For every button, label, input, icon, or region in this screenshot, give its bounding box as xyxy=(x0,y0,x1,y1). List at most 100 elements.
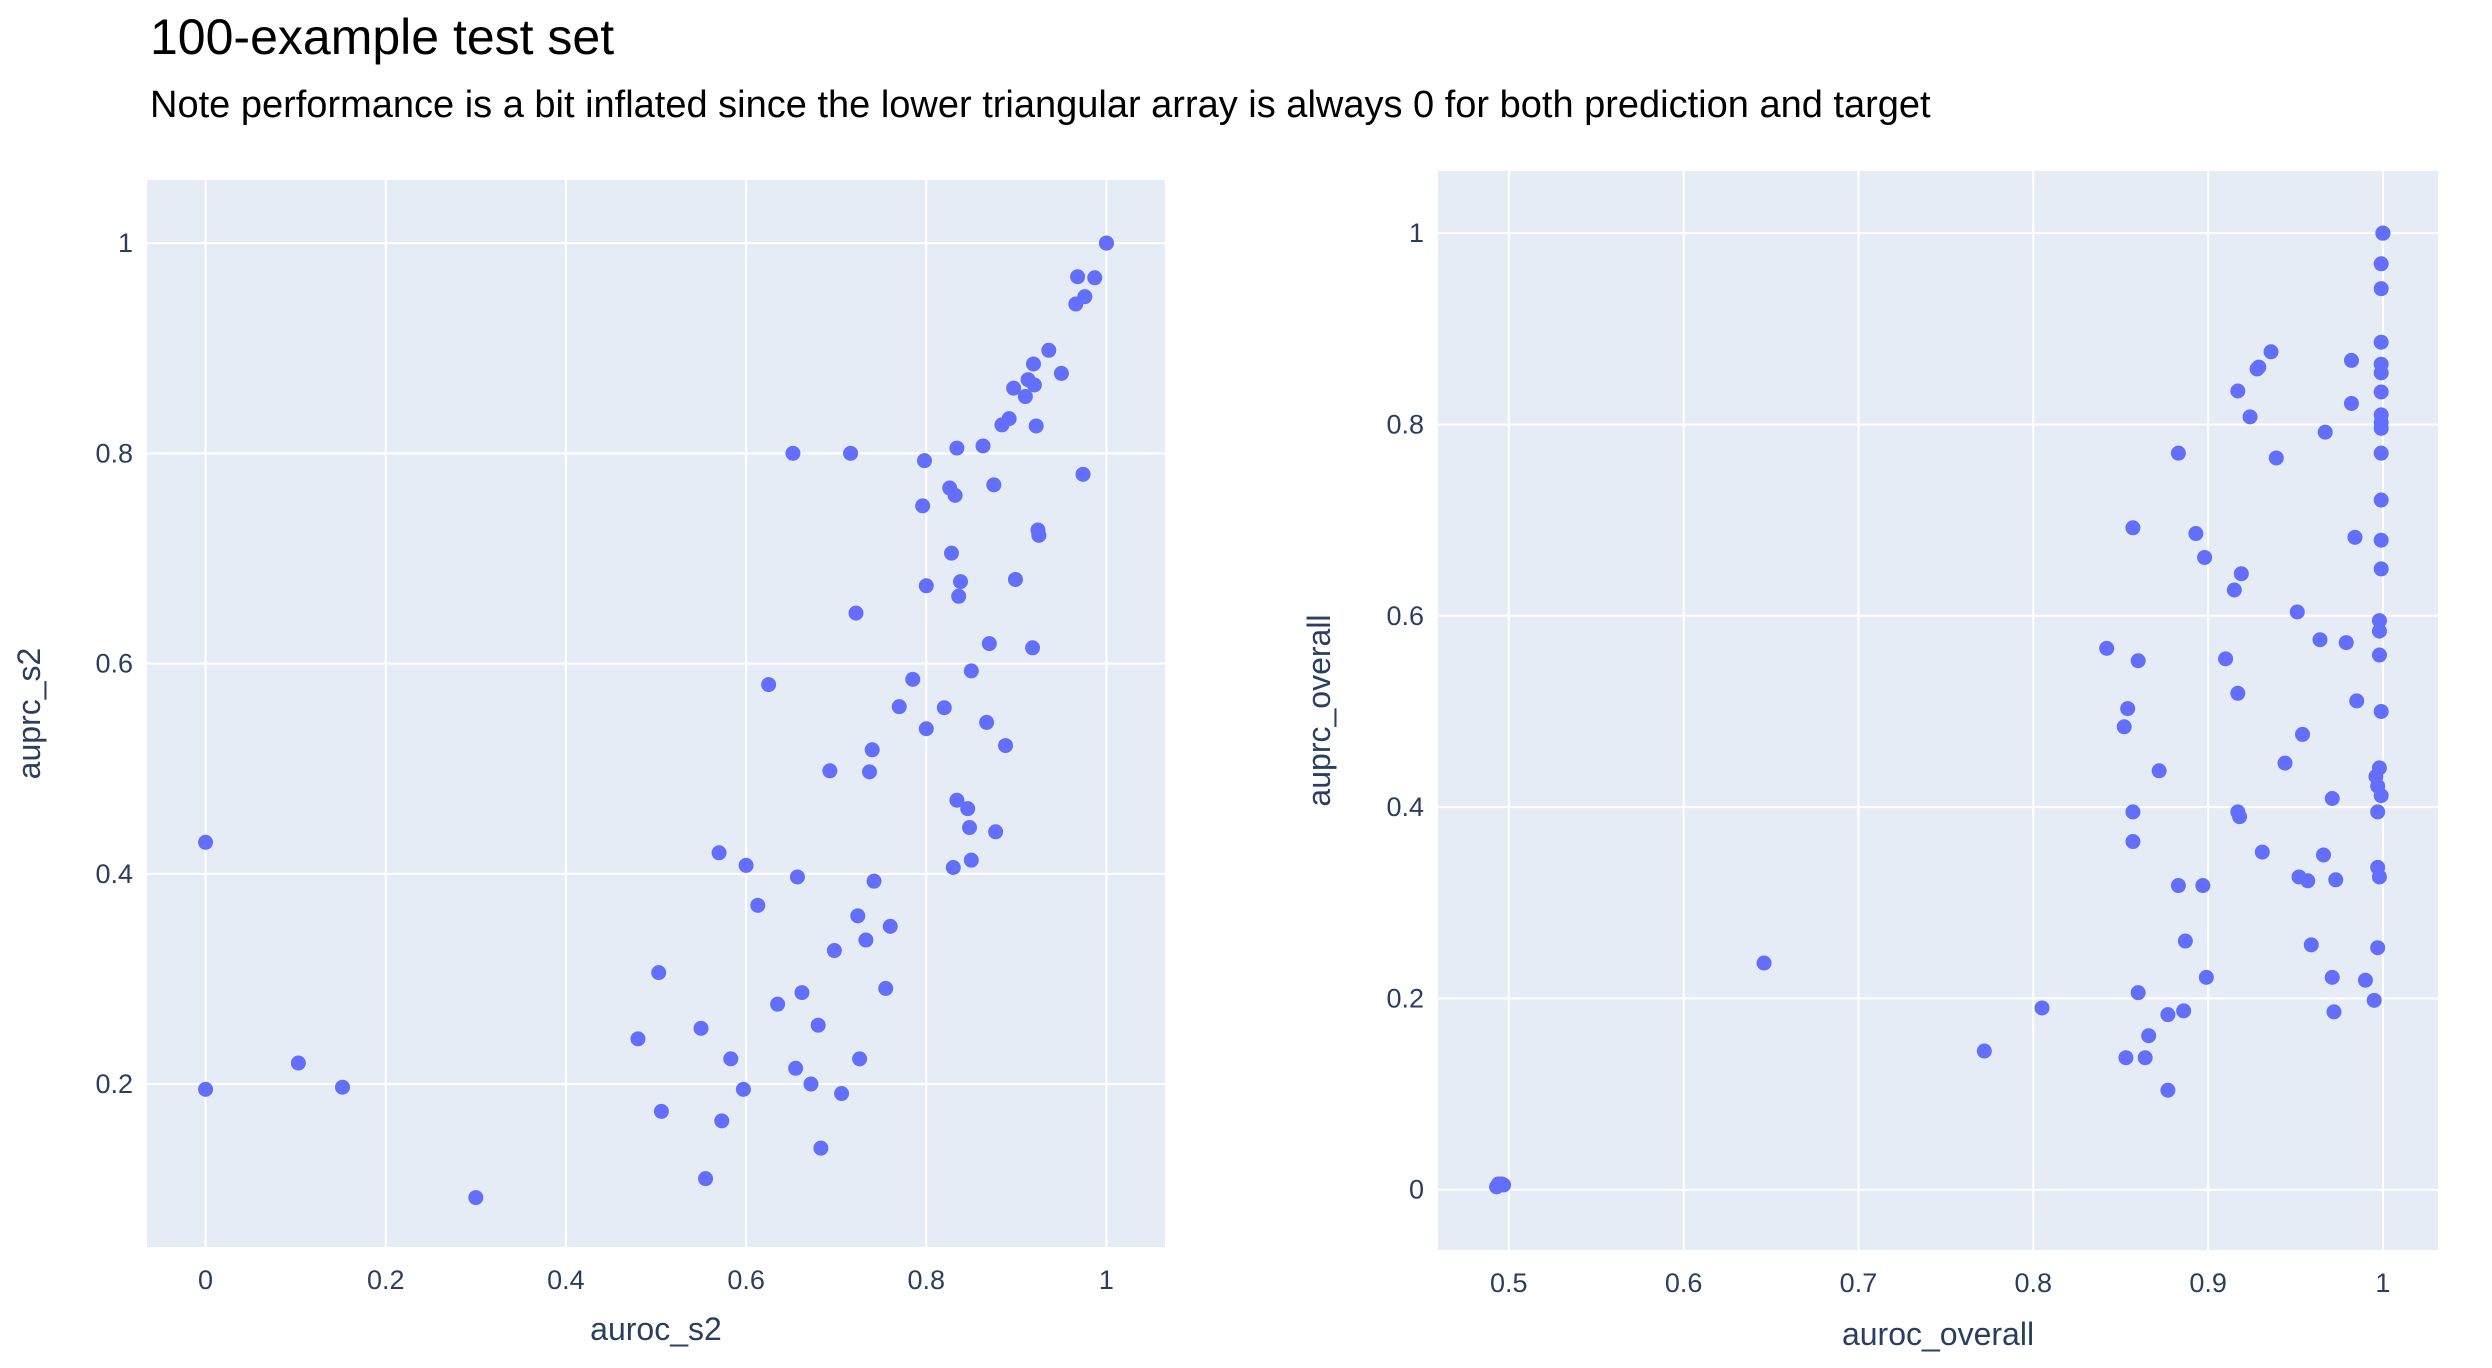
data-point[interactable] xyxy=(2120,701,2136,717)
data-point[interactable] xyxy=(936,700,952,716)
data-point[interactable] xyxy=(1006,380,1022,396)
data-point[interactable] xyxy=(2371,613,2387,629)
data-point[interactable] xyxy=(2328,872,2344,888)
data-point[interactable] xyxy=(2130,653,2146,669)
data-point[interactable] xyxy=(2125,834,2141,850)
data-point[interactable] xyxy=(788,1060,804,1076)
data-point[interactable] xyxy=(1098,235,1114,251)
data-point[interactable] xyxy=(918,721,934,737)
data-point[interactable] xyxy=(1496,1177,1512,1193)
data-point[interactable] xyxy=(2198,969,2214,985)
data-point[interactable] xyxy=(945,860,961,876)
data-point[interactable] xyxy=(2371,760,2387,776)
data-point[interactable] xyxy=(2230,685,2246,701)
data-point[interactable] xyxy=(843,445,859,461)
data-point[interactable] xyxy=(2373,703,2389,719)
data-point[interactable] xyxy=(943,545,959,561)
data-point[interactable] xyxy=(850,908,866,924)
data-point[interactable] xyxy=(813,1140,829,1156)
data-point[interactable] xyxy=(1087,270,1103,286)
data-point[interactable] xyxy=(986,477,1002,493)
data-point[interactable] xyxy=(2373,356,2389,372)
data-point[interactable] xyxy=(878,980,894,996)
data-point[interactable] xyxy=(785,445,801,461)
data-point[interactable] xyxy=(2357,972,2373,988)
data-point[interactable] xyxy=(2373,788,2389,804)
data-point[interactable] xyxy=(981,636,997,652)
data-point[interactable] xyxy=(882,918,898,934)
data-point[interactable] xyxy=(2338,635,2354,651)
data-point[interactable] xyxy=(2371,623,2387,639)
data-point[interactable] xyxy=(1017,389,1033,405)
data-point[interactable] xyxy=(2277,755,2293,771)
data-point[interactable] xyxy=(651,965,667,981)
data-point[interactable] xyxy=(2373,256,2389,272)
data-point[interactable] xyxy=(810,1017,826,1033)
data-point[interactable] xyxy=(2116,719,2132,735)
data-point[interactable] xyxy=(866,873,882,889)
data-point[interactable] xyxy=(2373,281,2389,297)
data-point[interactable] xyxy=(714,1113,730,1129)
data-point[interactable] xyxy=(2218,651,2234,667)
data-point[interactable] xyxy=(198,834,214,850)
data-point[interactable] xyxy=(2324,969,2340,985)
data-point[interactable] xyxy=(2130,985,2146,1001)
data-point[interactable] xyxy=(2312,632,2328,648)
data-point[interactable] xyxy=(2170,878,2186,894)
data-point[interactable] xyxy=(826,943,842,959)
data-point[interactable] xyxy=(1077,289,1093,305)
data-point[interactable] xyxy=(698,1171,714,1187)
data-point[interactable] xyxy=(2177,933,2193,949)
data-point[interactable] xyxy=(2160,1082,2176,1098)
data-point[interactable] xyxy=(1025,640,1041,656)
data-point[interactable] xyxy=(2373,492,2389,508)
data-point[interactable] xyxy=(2347,529,2363,545)
data-point[interactable] xyxy=(1075,466,1091,482)
data-point[interactable] xyxy=(2289,604,2305,620)
data-point[interactable] xyxy=(693,1020,709,1036)
data-point[interactable] xyxy=(998,738,1014,754)
data-point[interactable] xyxy=(2099,640,2115,656)
data-point[interactable] xyxy=(1031,527,1047,543)
data-point[interactable] xyxy=(834,1086,850,1102)
data-point[interactable] xyxy=(2375,225,2391,241)
data-point[interactable] xyxy=(2197,549,2213,565)
data-point[interactable] xyxy=(468,1190,484,1206)
data-point[interactable] xyxy=(2195,878,2211,894)
data-point[interactable] xyxy=(803,1076,819,1092)
data-point[interactable] xyxy=(1053,365,1069,381)
data-point[interactable] xyxy=(852,1051,868,1067)
data-point[interactable] xyxy=(963,852,979,868)
data-point[interactable] xyxy=(2151,763,2167,779)
data-point[interactable] xyxy=(2366,992,2382,1008)
data-point[interactable] xyxy=(2370,804,2386,820)
data-point[interactable] xyxy=(290,1055,306,1071)
data-point[interactable] xyxy=(2373,334,2389,350)
data-point[interactable] xyxy=(2125,804,2141,820)
data-point[interactable] xyxy=(2254,844,2270,860)
data-point[interactable] xyxy=(738,857,754,873)
data-point[interactable] xyxy=(2326,1004,2342,1020)
data-point[interactable] xyxy=(794,985,810,1001)
data-point[interactable] xyxy=(848,605,864,621)
data-point[interactable] xyxy=(952,574,968,590)
data-point[interactable] xyxy=(2160,1007,2176,1023)
data-point[interactable] xyxy=(2141,1028,2157,1044)
data-point[interactable] xyxy=(2373,532,2389,548)
data-point[interactable] xyxy=(858,932,874,948)
data-point[interactable] xyxy=(761,677,777,693)
data-point[interactable] xyxy=(2125,520,2141,536)
data-point[interactable] xyxy=(2268,450,2284,466)
data-point[interactable] xyxy=(2242,409,2258,425)
data-point[interactable] xyxy=(963,663,979,679)
data-point[interactable] xyxy=(975,438,991,454)
data-point[interactable] xyxy=(2317,424,2333,440)
data-point[interactable] xyxy=(949,792,965,808)
data-point[interactable] xyxy=(2315,847,2331,863)
data-point[interactable] xyxy=(1756,955,1772,971)
data-point[interactable] xyxy=(723,1051,739,1067)
data-point[interactable] xyxy=(1028,418,1044,434)
data-point[interactable] xyxy=(2118,1050,2134,1066)
data-point[interactable] xyxy=(735,1081,751,1097)
data-point[interactable] xyxy=(2343,352,2359,368)
